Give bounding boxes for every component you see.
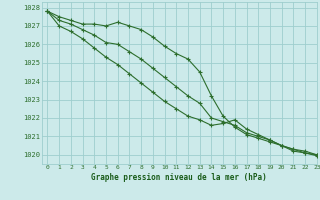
X-axis label: Graphe pression niveau de la mer (hPa): Graphe pression niveau de la mer (hPa) bbox=[91, 173, 267, 182]
